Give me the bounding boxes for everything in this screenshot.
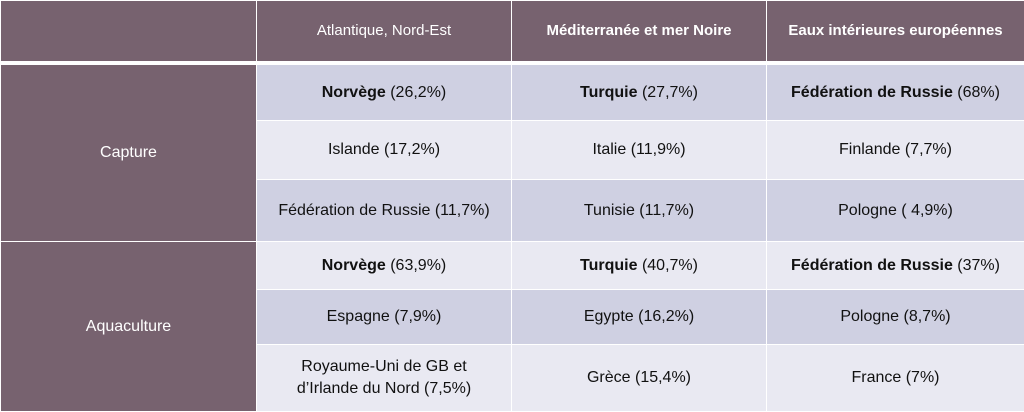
table-cell: Fédération de Russie (37%): [767, 242, 1024, 289]
table-cell: Egypte (16,2%): [512, 290, 766, 344]
country-name: Fédération de Russie: [791, 83, 953, 101]
table-cell: Pologne (8,7%): [767, 290, 1024, 344]
table-cell: Turquie (40,7%): [512, 242, 766, 289]
table-cell: Finlande (7,7%): [767, 121, 1024, 179]
table-cell: Turquie (27,7%): [512, 65, 766, 120]
table-cell: Pologne ( 4,9%): [767, 180, 1024, 241]
table-cell: France (7%): [767, 345, 1024, 411]
column-header-eaux-interieures: Eaux intérieures européennes: [767, 1, 1024, 61]
country-name: Turquie: [580, 256, 638, 274]
column-header-mediterranee: Méditerranée et mer Noire: [512, 1, 766, 61]
column-header-atlantique: Atlantique, Nord-Est: [257, 1, 511, 61]
table-cell: Grèce (15,4%): [512, 345, 766, 411]
table-cell: Tunisie (11,7%): [512, 180, 766, 241]
country-name: Norvège: [321, 256, 386, 274]
cell-line: Royaume-Uni de GB et: [301, 358, 467, 375]
row-group-aquaculture: Aquaculture: [1, 242, 256, 411]
table-cell: Norvège (63,9%): [257, 242, 511, 289]
table-cell: Royaume-Uni de GB et d’Irlande du Nord (…: [257, 345, 511, 411]
table-cell: Fédération de Russie (11,7%): [257, 180, 511, 241]
share-value: (37%): [952, 256, 1000, 274]
share-value: (40,7%): [637, 256, 698, 274]
table-cell: Italie (11,9%): [512, 121, 766, 179]
row-group-capture: Capture: [1, 65, 256, 241]
corner-header-cell: [1, 1, 256, 61]
country-name: Turquie: [580, 83, 638, 101]
country-name: Fédération de Russie: [791, 256, 953, 274]
share-value: (26,2%): [385, 83, 447, 101]
country-name: Norvège: [321, 83, 386, 101]
table-cell: Islande (17,2%): [257, 121, 511, 179]
share-value: (68%): [952, 83, 1000, 101]
share-value: (27,7%): [637, 83, 698, 101]
share-value: (63,9%): [385, 256, 447, 274]
table-cell: Espagne (7,9%): [257, 290, 511, 344]
table-cell: Norvège (26,2%): [257, 65, 511, 120]
table-cell: Fédération de Russie (68%): [767, 65, 1024, 120]
cell-line: d’Irlande du Nord (7,5%): [296, 380, 472, 397]
